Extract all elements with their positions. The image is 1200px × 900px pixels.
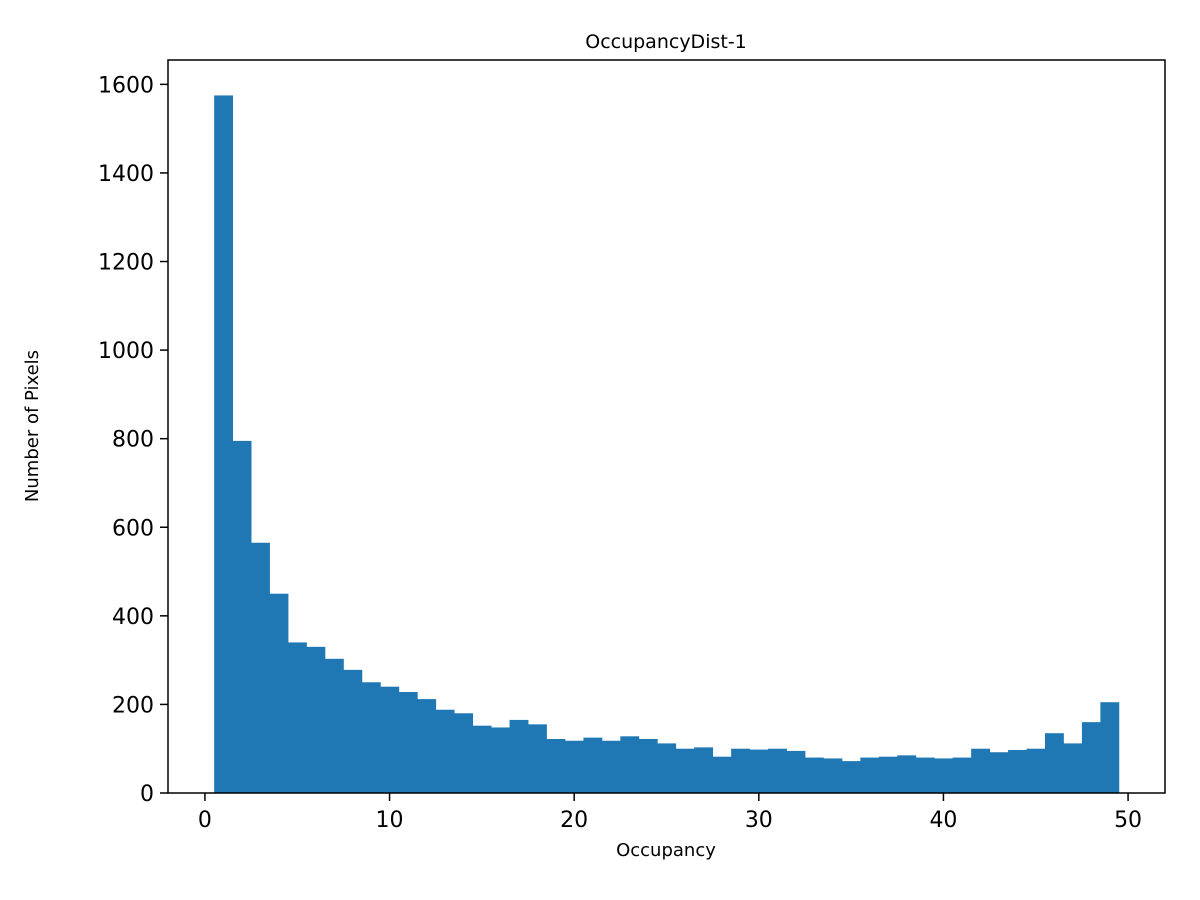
y-tick-label: 600 [112,516,154,541]
histogram-bar [694,747,714,793]
histogram-bar [952,757,972,793]
histogram-bar [749,749,769,793]
histogram-bar [1100,702,1120,793]
histogram-bar [731,748,750,793]
x-tick-label: 30 [745,808,773,833]
histogram-bar [435,709,455,793]
histogram-bar [712,756,732,793]
histogram-bar [306,646,326,793]
histogram-bar [971,748,990,793]
histogram-bar [343,669,363,793]
histogram-bar [860,757,880,793]
x-tick-label: 10 [376,808,404,833]
histogram-bar [1044,733,1064,793]
histogram-bar [675,748,695,793]
histogram-bar [897,755,917,793]
histogram-bar [546,738,566,793]
x-tick-label: 20 [560,808,588,833]
histogram-bar [989,752,1009,793]
y-tick-label: 1200 [98,251,154,276]
x-tick-label: 0 [198,808,212,833]
histogram-bar [1008,750,1027,793]
histogram-bar [398,692,418,793]
histogram-bar [583,737,603,793]
y-tick-label: 800 [112,428,154,453]
histogram-bar [251,542,270,793]
histogram-bar [417,699,437,793]
y-tick-label: 400 [112,605,154,630]
histogram-bar [934,758,954,793]
y-tick-label: 1000 [98,339,154,364]
histogram-bar [288,642,307,793]
histogram-bar [472,725,492,793]
histogram-bar [915,757,935,793]
histogram-bar [454,713,474,793]
histogram-bar [528,724,547,793]
x-axis-label: Occupancy [616,840,716,861]
histogram-bar [601,740,621,793]
histogram-bar [361,682,381,793]
histogram-bar [324,658,344,793]
x-tick-label: 40 [929,808,957,833]
histogram-bar [1063,743,1083,793]
y-axis-label: Number of Pixels [22,350,43,502]
histogram-bar [491,727,510,793]
y-tick-label: 200 [112,693,154,718]
histogram-bar [823,758,843,793]
histogram-bar [878,756,898,793]
x-tick-label: 50 [1114,808,1142,833]
histogram-bar [232,440,252,793]
histogram-bar [657,743,677,793]
histogram-bar [1026,748,1046,793]
histogram-bar [509,719,529,793]
chart-title: OccupancyDist-1 [585,31,747,53]
histogram-bar [804,757,824,793]
bars-group [214,95,1120,794]
histogram-bar [380,686,400,793]
histogram-bar [638,738,658,793]
histogram-bar [564,740,584,793]
y-tick-label: 1600 [98,73,154,98]
histogram-bar [620,736,640,793]
axes-frame [167,59,1166,794]
y-tick-label: 0 [140,782,154,807]
histogram-bar [841,761,861,793]
histogram-bar [1081,722,1101,793]
histogram-bar [786,750,806,793]
histogram-bar [269,593,289,793]
histogram-bar [214,95,234,794]
histogram-bar [768,748,787,793]
ticks-group: 0 10 20 30 40 50 0 200 400 600 800 1000 1200 1400 1600 [98,73,1142,833]
y-tick-label: 1400 [98,162,154,187]
